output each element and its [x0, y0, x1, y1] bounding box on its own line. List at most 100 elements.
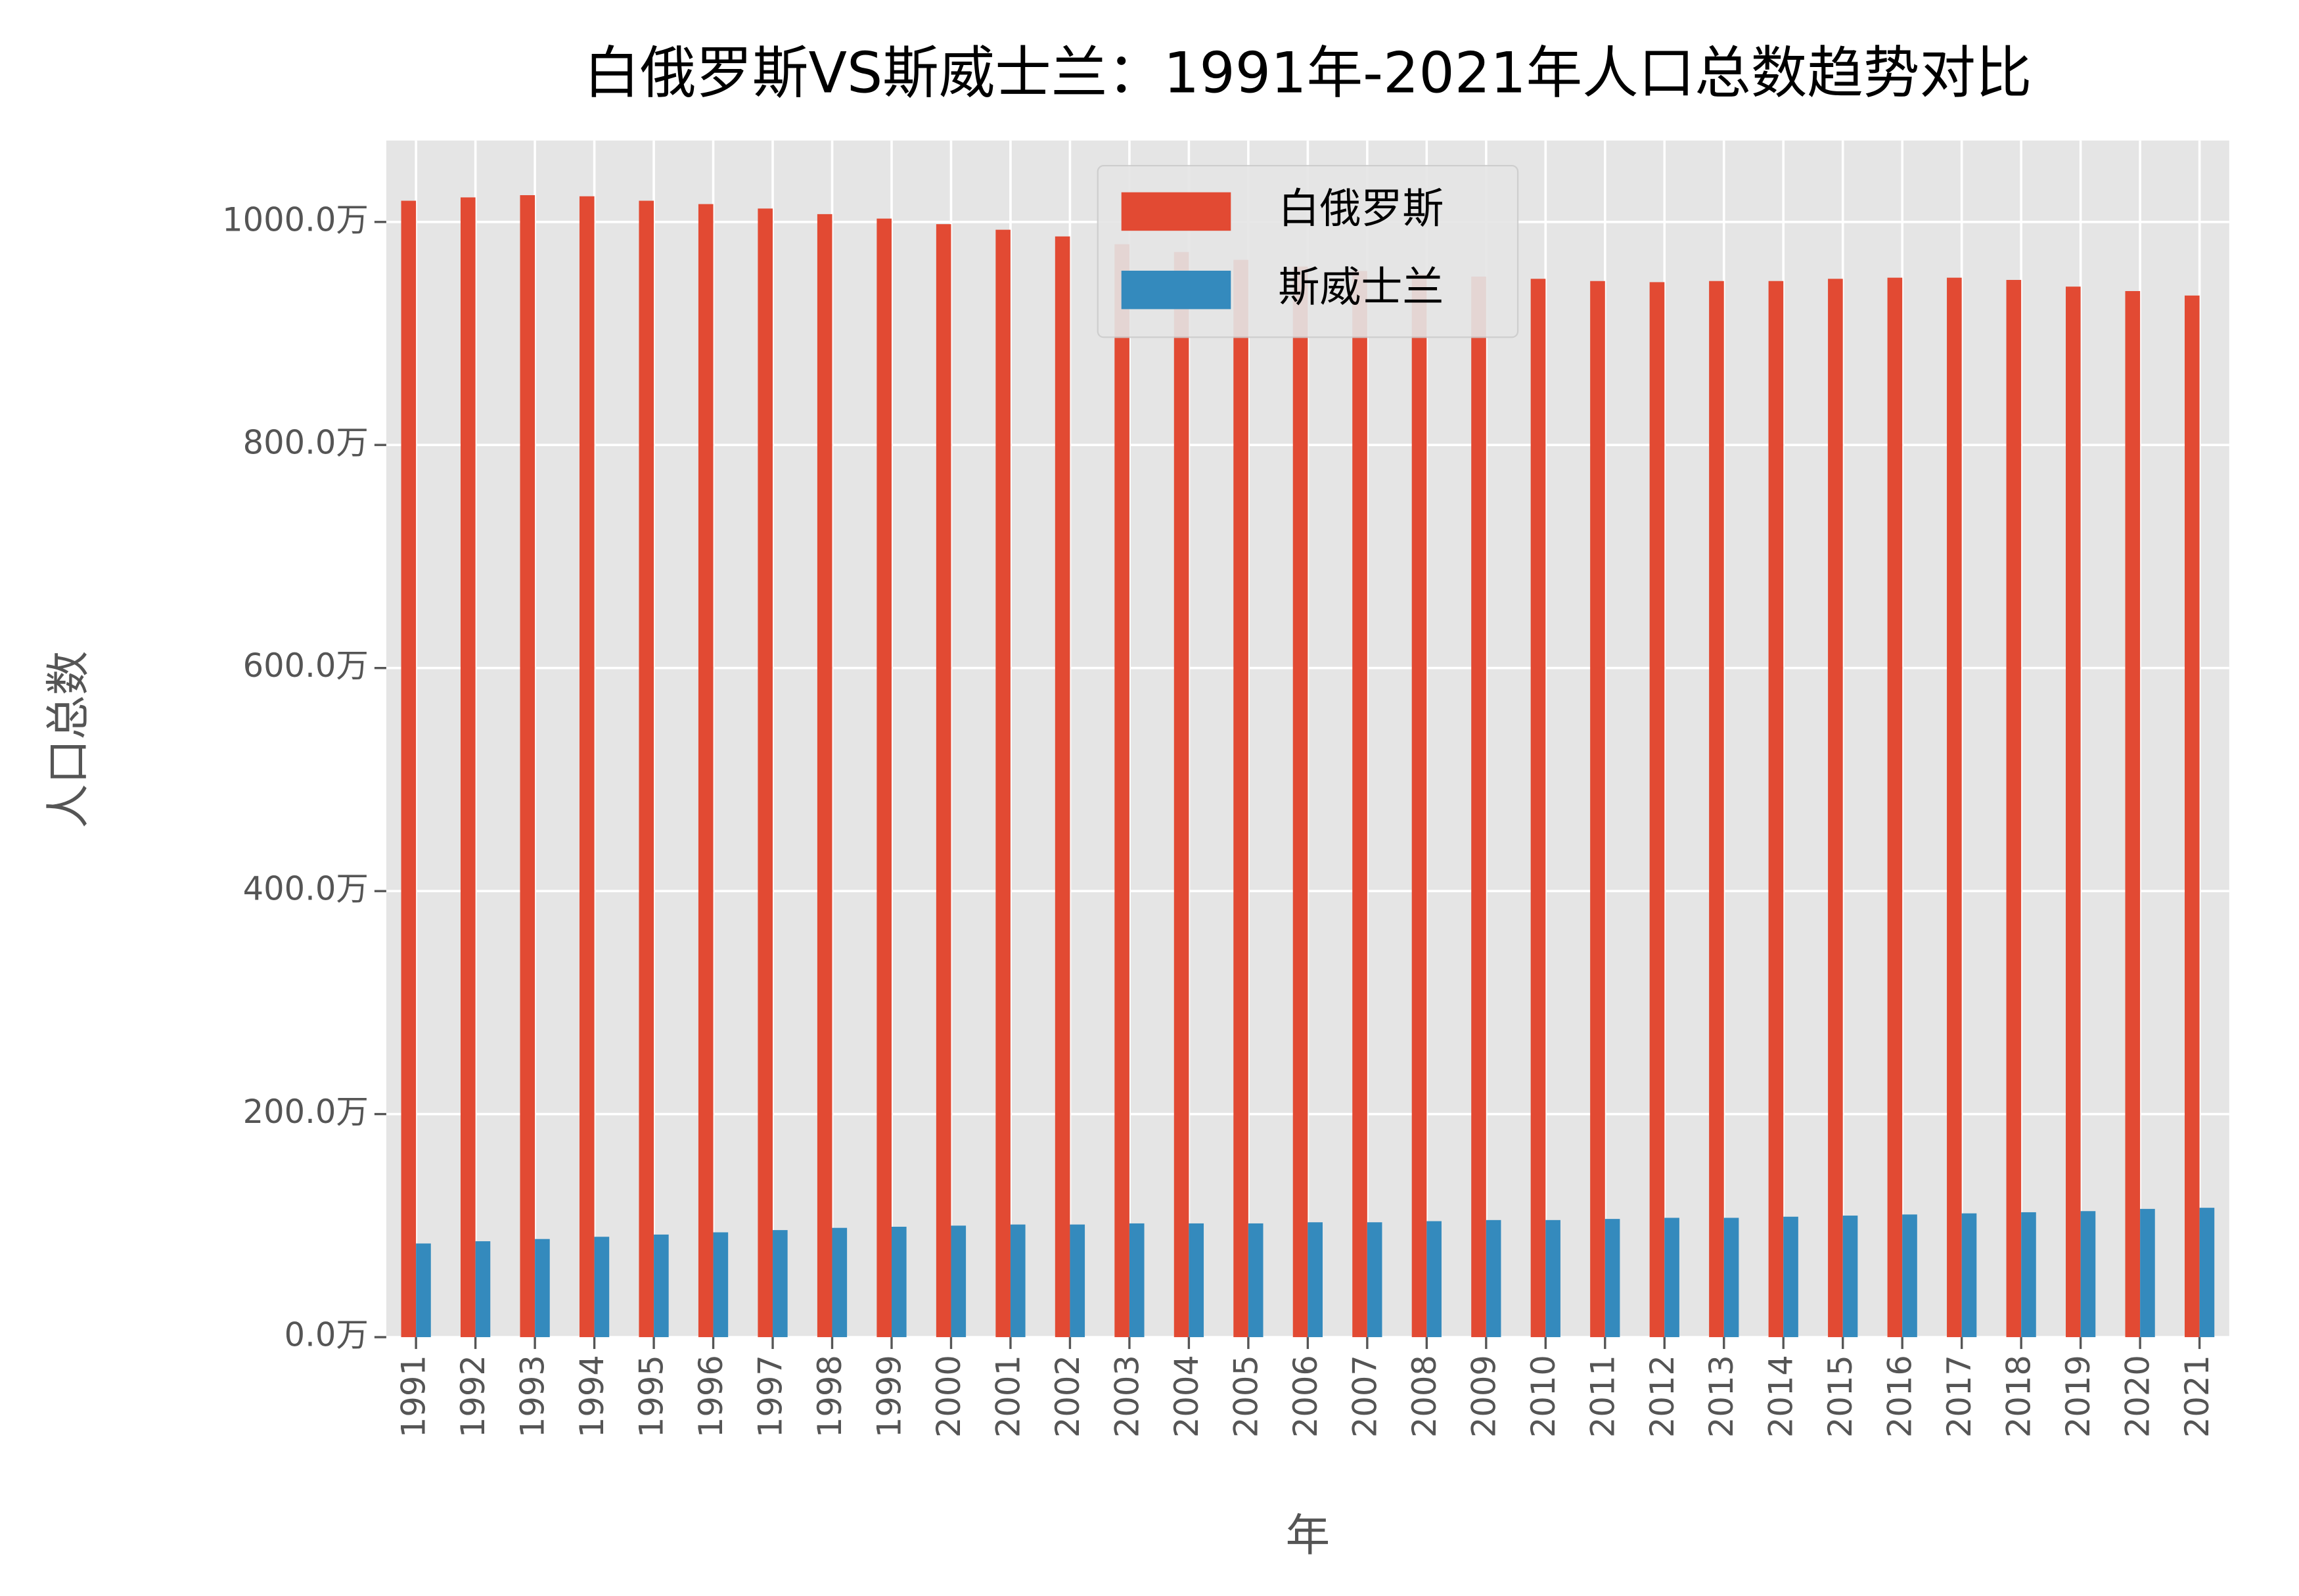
x-tick-label: 2009 — [1465, 1355, 1503, 1438]
x-tick-label: 2013 — [1702, 1355, 1741, 1438]
y-tick-label: 0.0万 — [285, 1316, 369, 1354]
y-axis-label: 人口总数 — [42, 651, 94, 829]
bar — [475, 1241, 491, 1338]
y-tick-label: 200.0万 — [243, 1093, 369, 1131]
bar — [1189, 1223, 1204, 1338]
bar — [1129, 1223, 1145, 1338]
bar — [995, 229, 1011, 1338]
bar — [1367, 1222, 1382, 1338]
x-axis-label: 年 — [1286, 1509, 1331, 1561]
x-tick-label: 2003 — [1108, 1355, 1146, 1438]
bar — [832, 1227, 848, 1338]
bar — [1783, 1216, 1798, 1338]
x-tick-label: 2020 — [2119, 1355, 2157, 1438]
x-tick-label: 2006 — [1286, 1355, 1325, 1438]
x-tick-label: 2002 — [1049, 1355, 1087, 1438]
bar — [698, 204, 714, 1338]
bar — [639, 200, 654, 1338]
bar — [1411, 274, 1427, 1338]
bar — [817, 214, 832, 1338]
bar — [2140, 1208, 2155, 1338]
x-tick-label: 2000 — [930, 1355, 968, 1438]
y-tick-label: 600.0万 — [243, 647, 369, 685]
bar — [1292, 266, 1308, 1338]
x-tick-label: 1998 — [811, 1355, 849, 1438]
legend-label: 白俄罗斯 — [1278, 184, 1444, 233]
x-tick-label: 1991 — [395, 1355, 433, 1438]
bar — [1233, 260, 1248, 1338]
bar — [594, 1237, 610, 1338]
bar — [951, 1225, 967, 1338]
y-tick-label: 800.0万 — [243, 424, 369, 462]
bar — [1070, 1224, 1085, 1338]
y-tick-label: 1000.0万 — [222, 200, 369, 239]
bar — [401, 200, 417, 1338]
bar — [1828, 279, 1843, 1338]
bar — [520, 195, 535, 1338]
bar — [1709, 281, 1724, 1338]
x-tick-label: 2008 — [1405, 1355, 1444, 1438]
bar — [654, 1234, 669, 1338]
x-tick-label: 2005 — [1227, 1355, 1265, 1438]
bar — [416, 1243, 431, 1338]
bar — [936, 224, 951, 1338]
legend-swatch — [1121, 270, 1231, 309]
bar — [2199, 1208, 2215, 1338]
bar — [535, 1239, 550, 1338]
bar — [1352, 271, 1367, 1338]
x-tick-label: 2014 — [1762, 1355, 1800, 1438]
x-tick-label: 2010 — [1524, 1355, 1562, 1438]
bar — [1887, 277, 1903, 1338]
bar — [2080, 1211, 2096, 1338]
bar — [1768, 281, 1784, 1338]
x-tick-label: 2007 — [1346, 1355, 1384, 1438]
chart-title: 白俄罗斯VS斯威士兰：1991年-2021年人口总数趋势对比 — [583, 41, 2032, 106]
x-tick-label: 1997 — [752, 1355, 790, 1438]
x-tick-label: 1996 — [692, 1355, 730, 1438]
x-tick-label: 1995 — [633, 1355, 671, 1438]
bar — [891, 1227, 907, 1338]
bar — [1664, 1218, 1679, 1338]
bar — [713, 1232, 729, 1338]
y-tick-label: 400.0万 — [243, 870, 369, 908]
bar — [1471, 276, 1486, 1338]
bar — [2184, 295, 2200, 1338]
bar — [758, 208, 773, 1338]
bar — [1605, 1219, 1620, 1338]
x-tick-label: 1993 — [514, 1355, 552, 1438]
bar — [2021, 1212, 2036, 1338]
x-tick-label: 2015 — [1821, 1355, 1859, 1438]
x-tick-label: 2012 — [1643, 1355, 1681, 1438]
x-tick-label: 1994 — [573, 1355, 611, 1438]
bar — [2006, 280, 2022, 1338]
bar — [1055, 236, 1070, 1338]
x-tick-label: 1992 — [454, 1355, 492, 1438]
x-tick-label: 1999 — [870, 1355, 908, 1438]
x-tick-label: 2016 — [1881, 1355, 1919, 1438]
bar — [1248, 1223, 1263, 1338]
bar — [1173, 252, 1189, 1338]
bar — [1308, 1222, 1323, 1338]
bar — [1545, 1220, 1560, 1338]
x-tick-label: 2017 — [1940, 1355, 1978, 1438]
bar — [1530, 279, 1546, 1338]
legend-swatch — [1121, 192, 1231, 231]
x-tick-label: 2004 — [1168, 1355, 1206, 1438]
bar — [461, 197, 476, 1338]
bar — [1902, 1214, 1917, 1338]
bar — [1723, 1218, 1739, 1338]
bar — [1486, 1220, 1501, 1338]
bar — [1961, 1213, 1977, 1338]
bar — [1947, 277, 1962, 1338]
bar — [773, 1230, 788, 1338]
legend-label: 斯威士兰 — [1278, 262, 1444, 311]
bar — [1590, 281, 1605, 1338]
x-tick-label: 2018 — [2000, 1355, 2038, 1438]
x-tick-label: 2001 — [989, 1355, 1027, 1438]
bar — [2125, 290, 2141, 1338]
bar — [1842, 1216, 1858, 1338]
bar — [579, 196, 595, 1338]
x-tick-label: 2021 — [2178, 1355, 2216, 1438]
x-tick-label: 2011 — [1583, 1355, 1622, 1438]
